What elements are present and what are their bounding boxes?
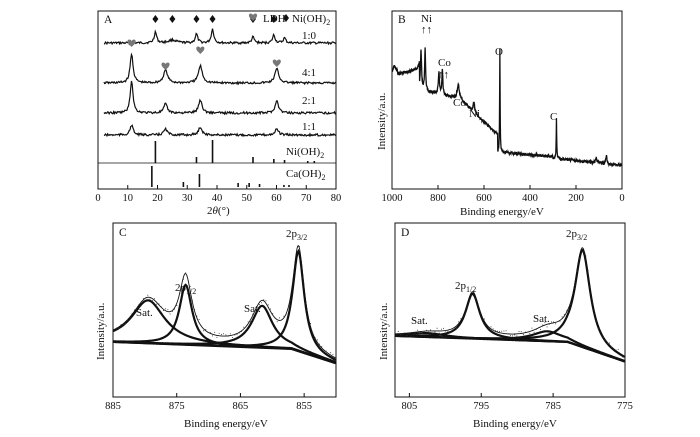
panel-a-tick-label: 30 [182,193,193,204]
xrd-trace-4-1 [103,52,337,86]
panel-a-xlabel: 2θ(°) [207,205,230,217]
legend-nioh2-label: Ni(OH)2 [292,13,330,27]
panel-b-tick-label: 200 [568,193,584,204]
panel-d-frame [394,222,626,398]
ratio-2-1-label: 2:1 [302,95,316,107]
d-fit-component [394,292,625,363]
b-o-label: O [495,46,503,58]
panel-a-tick-label: 50 [242,193,253,204]
xrd-trace-1-0 [103,28,337,46]
c-fit-envelope [112,244,336,359]
d-2p12-label: 2p1/2 [455,280,476,294]
panel-b-label: B [398,14,406,26]
diamond-marker-icon [152,15,159,23]
d-sat1-label: Sat. [411,315,428,327]
panel-a-traces [103,28,337,138]
panel-b: 1000 800 600 400 200 0 B Ni ↑↑ Co ↑↑ O Co Ni … [376,10,625,218]
panel-a-label: A [104,14,113,26]
heart-marker-icon [127,39,136,47]
panel-a-reference-sticks [151,140,316,187]
ratio-1-0-label: 1:0 [302,30,317,42]
panel-a-tick-label: 60 [271,193,282,204]
diamond-marker-icon [193,15,200,23]
c-2p12-label: 2p1/2 [175,282,196,296]
panel-b-xlabel: Binding energy/eV [460,206,544,218]
panel-a: 0 10 20 30 40 50 60 70 80 A LDH Ni(OH)2 1:0 4:1 … [95,10,341,217]
panel-d-tick-label: 805 [402,401,418,412]
b-ni-arrows: ↑↑ [421,24,432,36]
panel-c: 885 875 865 855 C Sat. 2p1/2 Sat. 2p3/2 Bin… [95,222,337,430]
panel-c-tick-label: 855 [296,401,312,412]
c-raw-data [116,246,334,355]
diamond-marker-icon [169,15,176,23]
legend-heart-icon [248,13,258,21]
panel-a-tick-label: 70 [301,193,312,204]
panel-b-xticks: 1000 800 600 400 200 0 [382,185,625,204]
panel-d-label: D [401,227,409,239]
panel-b-tick-label: 600 [476,193,492,204]
panel-c-xlabel: Binding energy/eV [184,418,268,430]
panel-d-ylabel: Intensity/a.u. [378,302,390,360]
b-co-arrows: ↑↑ [438,69,449,81]
panel-b-tick-label: 1000 [382,193,403,204]
b-ni-label: Ni [421,13,432,25]
panel-d-xlabel: Binding energy/eV [473,418,557,430]
panel-a-tick-label: 0 [95,193,100,204]
panel-a-tick-label: 10 [123,193,134,204]
panel-c-tick-label: 865 [233,401,249,412]
panel-d-traces [394,247,626,363]
panel-c-traces [112,244,337,365]
diamond-marker-icon [270,15,277,23]
c-2p32-label: 2p3/2 [286,228,307,242]
panel-d-tick-label: 775 [617,401,633,412]
diamond-marker-icon [209,15,216,23]
panel-b-tick-label: 400 [522,193,538,204]
d-sat2-label: Sat. [533,313,550,325]
panel-a-markers [127,15,281,70]
panel-d-tick-label: 785 [545,401,561,412]
xrd-trace-1-1 [103,124,337,138]
panel-a-tick-label: 20 [152,193,163,204]
panel-c-xticks: 885 875 865 855 [105,393,312,412]
legend-diamond-icon [283,14,289,22]
ref-caoh2-label: Ca(OH)2 [286,168,325,182]
panel-b-tick-label: 800 [430,193,446,204]
heart-marker-icon [161,62,170,70]
panel-c-label: C [119,227,127,239]
panel-c-tick-label: 885 [105,401,121,412]
d-fit-envelope [394,247,625,357]
panel-b-trace [391,47,623,168]
heart-marker-icon [272,59,281,67]
c-fit-component [112,283,337,365]
ratio-1-1-label: 1:1 [302,121,316,133]
c-sat2-label: Sat. [244,303,261,315]
b-co2-label: Co [453,97,466,109]
panel-a-xticks: 0 10 20 30 40 50 60 70 80 [95,185,341,204]
c-fit-component [112,248,337,361]
d-2p32-label: 2p3/2 [566,228,587,242]
panel-c-tick-label: 875 [169,401,185,412]
panel-c-ylabel: Intensity/a.u. [95,302,107,360]
panel-d-xticks: 805 795 785 775 [402,393,633,412]
xrd-trace-2-1 [103,80,337,116]
panel-a-tick-label: 40 [212,193,223,204]
panel-c-frame [112,222,337,398]
panel-b-tick-label: 0 [619,193,624,204]
b-c-label: C [550,111,557,123]
c-sat1-label: Sat. [136,307,153,319]
legend-ldh-label: LDH [263,13,286,25]
heart-marker-icon [196,46,205,54]
ref-nioh2-label: Ni(OH)2 [286,146,324,160]
panel-b-frame [391,10,623,190]
panel-d-tick-label: 795 [473,401,489,412]
panel-b-ylabel: Intensity/a.u. [376,92,388,150]
b-ni2-label: Ni [469,108,480,120]
panel-d: 805 795 785 775 D Sat. 2p1/2 Sat. 2p3/2 Bin… [378,222,633,430]
d-raw-data [397,248,623,358]
b-co-label: Co [438,57,451,69]
panel-a-tick-label: 80 [331,193,342,204]
ratio-4-1-label: 4:1 [302,67,316,79]
